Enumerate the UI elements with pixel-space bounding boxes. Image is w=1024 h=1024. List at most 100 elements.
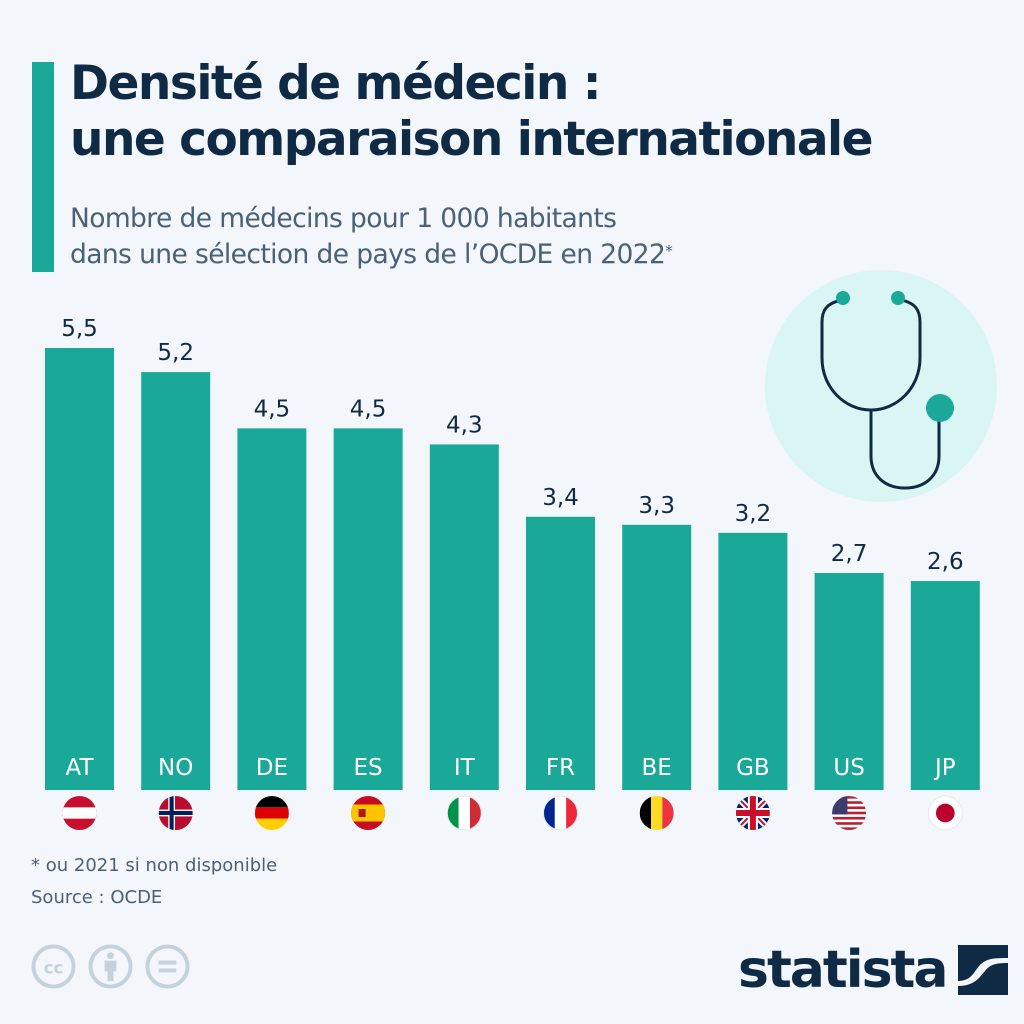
bar-group-it: 4,3 IT [429, 412, 499, 831]
flag-italy-icon [446, 795, 482, 831]
flag-stripe [254, 818, 289, 830]
category-label-it: IT [454, 755, 476, 781]
value-label-jp: 2,6 [927, 549, 964, 575]
stethoscope-illustration [765, 270, 997, 502]
earpiece-right [891, 291, 905, 305]
flag-stripe [62, 807, 97, 819]
flag-united-kingdom-icon [735, 796, 770, 830]
stethoscope-icon [820, 299, 941, 490]
bar-group-es: 4,5 ES [333, 396, 403, 830]
bar-group-at: 5,5 AT [45, 316, 114, 830]
bar-group-fr: 3,4 FR [526, 485, 595, 831]
footnote: * ou 2021 si non disponible [31, 855, 278, 876]
flag-stripe [832, 801, 867, 804]
license-icons: cc [31, 944, 190, 989]
bar-at [45, 348, 114, 790]
category-label-us: US [833, 755, 864, 781]
flag-body [832, 796, 867, 830]
category-label-de: DE [256, 755, 288, 781]
flag-stripe [832, 796, 867, 799]
subtitle-line-1: Nombre de médecins pour 1 000 habitants [70, 203, 617, 234]
flag-stripe [651, 796, 663, 830]
flag-norway-icon [158, 796, 193, 830]
flag-stripe [832, 827, 867, 830]
flag-body [158, 796, 193, 830]
flag-belgium-icon [639, 796, 674, 830]
bar-chart: 5,5 AT 5,2 NO 4,5 DE 4,5 ES 4,3 IT 3,4 FR 3,3 BE 3,2 GB… [45, 316, 980, 831]
bar-gb [718, 532, 788, 790]
category-label-fr: FR [546, 755, 575, 781]
canton [832, 796, 848, 815]
subtitle-line-2: dans une sélection de pays de l’OCDE en … [70, 239, 666, 270]
title-line-2: une comparaison internationale [70, 112, 874, 167]
flag-stripe [554, 796, 567, 830]
category-label-at: AT [66, 755, 95, 781]
bar-group-us: 2,7 US [814, 541, 884, 830]
flag-austria-icon [62, 796, 97, 830]
category-label-es: ES [354, 755, 383, 781]
flag-united-states-icon [832, 796, 867, 830]
chest-piece [926, 394, 954, 422]
bar-it [429, 444, 499, 790]
earpiece-left [836, 291, 850, 305]
category-label-gb: GB [736, 755, 770, 781]
flag-france-icon [543, 795, 578, 831]
flag-spain-icon [351, 796, 386, 830]
flag-body [639, 796, 674, 830]
flag-stripe [832, 806, 867, 810]
statista-logo[interactable]: statista [738, 940, 1009, 1000]
flag-germany-icon [254, 796, 289, 830]
value-label-fr: 3,4 [542, 485, 579, 511]
bar-es [333, 428, 403, 790]
value-label-us: 2,7 [831, 541, 868, 567]
flag-outline [543, 795, 578, 831]
flag-stripe [662, 796, 674, 830]
subtitle-footnote-mark: * [665, 242, 673, 260]
flag-body [351, 796, 386, 830]
flag-stripe [832, 816, 867, 820]
bar-de [237, 428, 307, 790]
statista-mark-icon [958, 945, 1009, 995]
value-label-no: 5,2 [157, 340, 194, 366]
value-label-de: 4,5 [254, 396, 291, 422]
flag-stripe [469, 796, 482, 830]
flag-stripe [566, 796, 578, 830]
bar-group-gb: 3,2 GB [718, 501, 788, 830]
flag-body [735, 796, 770, 830]
bar-group-no: 5,2 NO [141, 340, 211, 830]
bar-group-de: 4,5 DE [237, 396, 307, 830]
bar-jp [910, 581, 980, 790]
flag-stripe [254, 796, 289, 808]
category-label-be: BE [642, 755, 672, 781]
flag-stripe [254, 807, 289, 819]
svg-text:cc: cc [44, 958, 64, 977]
value-label-be: 3,3 [638, 493, 675, 519]
value-label-at: 5,5 [61, 316, 98, 342]
coat-of-arms [358, 809, 366, 817]
chart-subtitle: Nombre de médecins pour 1 000 habitants … [70, 201, 673, 273]
cc-icon[interactable]: cc [31, 944, 76, 989]
flag-body [928, 796, 963, 830]
flag-stripe [458, 796, 470, 830]
flag-outline [927, 795, 963, 831]
value-label-gb: 3,2 [735, 501, 772, 527]
brand-wordmark: statista [738, 940, 948, 1000]
flag-body [254, 796, 289, 830]
bar-be [622, 524, 692, 790]
flag-stripe [832, 822, 867, 825]
bar-us [814, 573, 884, 790]
flag-body [447, 796, 482, 830]
source-label: Source : OCDE [31, 887, 163, 908]
no-derivatives-icon[interactable] [145, 944, 190, 989]
flag-body [62, 796, 97, 830]
bar-no [141, 372, 211, 790]
attribution-icon[interactable] [88, 944, 133, 989]
flag-stripe [832, 811, 867, 815]
flag-stripe [543, 796, 555, 830]
sun-disc [935, 803, 955, 823]
title-line-1: Densité de médecin : [70, 56, 601, 111]
flag-body [543, 796, 578, 830]
flag-outline [446, 795, 482, 831]
flag-japan-icon [927, 795, 963, 831]
title-accent-bar [32, 62, 54, 272]
